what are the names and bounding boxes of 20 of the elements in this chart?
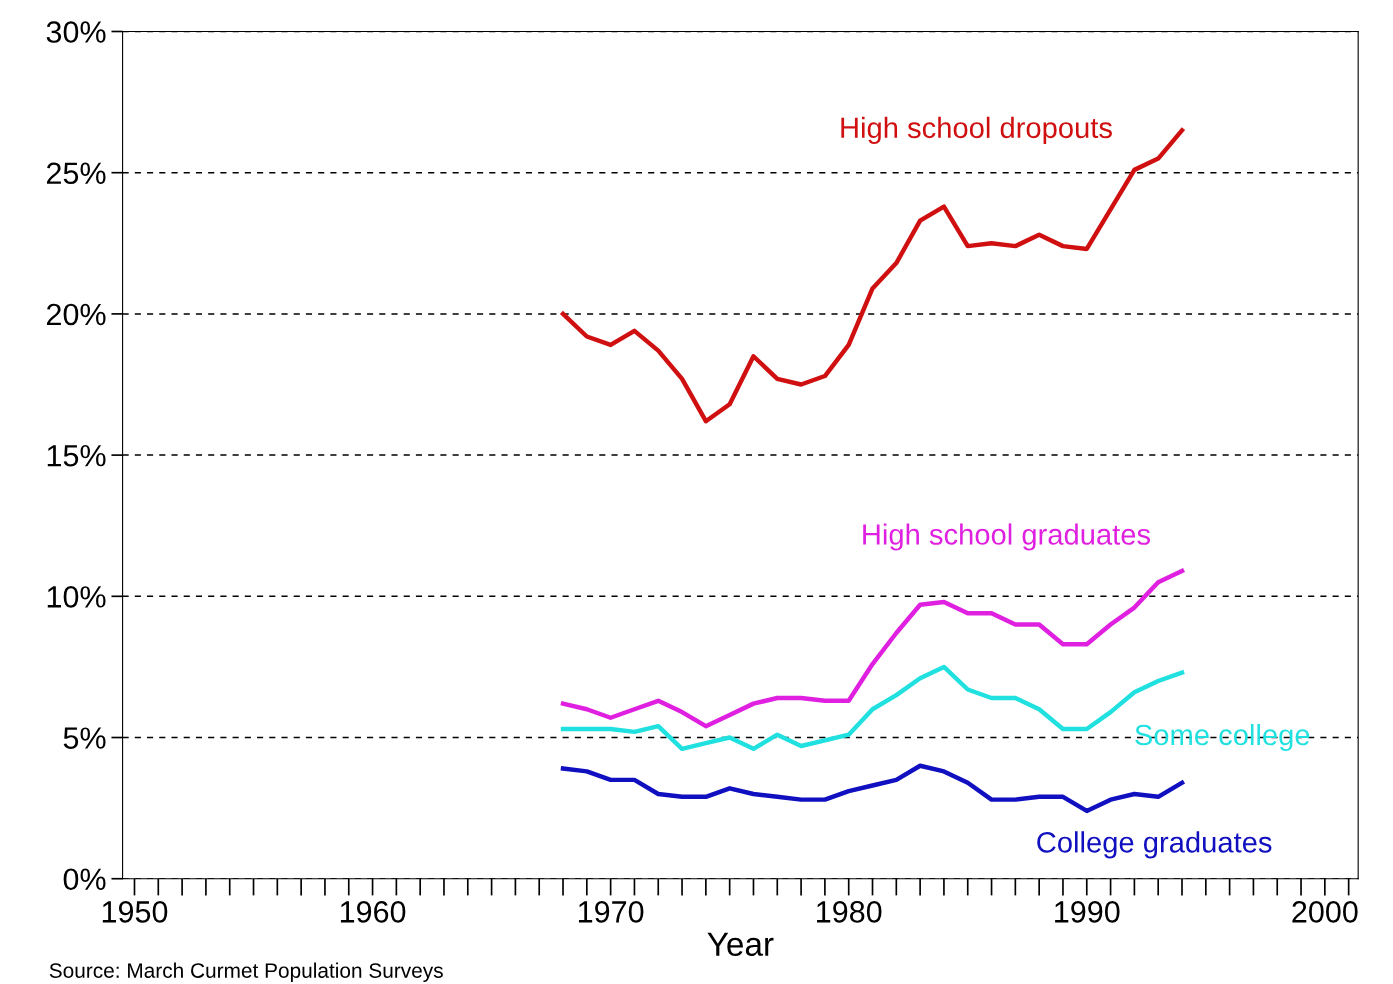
y-tick-label: 0% <box>63 868 106 891</box>
y-tick-label: 20% <box>47 303 106 326</box>
source-note: Source: March Curmet Population Surveys <box>49 962 443 983</box>
x-tick-label: 1970 <box>578 901 644 923</box>
x-axis-title: Year <box>707 932 774 956</box>
y-tick-label: 30% <box>46 21 106 43</box>
series-label: College graduates <box>1037 831 1272 859</box>
series-label: Some college <box>1135 723 1310 752</box>
y-tick-label: 25% <box>47 162 106 185</box>
y-tick-label: 5% <box>63 727 106 749</box>
y-tick-label: 10% <box>47 586 106 608</box>
x-tick-label: 2000 <box>1292 901 1358 923</box>
x-tick-label: 1990 <box>1055 901 1120 923</box>
line-series <box>560 763 1185 814</box>
series-label: High school dropouts <box>841 116 1112 144</box>
x-tick-label: 1980 <box>817 901 882 923</box>
x-tick-label: 1950 <box>102 901 168 923</box>
y-tick-label: 15% <box>47 444 106 467</box>
x-tick-label: 1960 <box>340 901 406 923</box>
series-label: High school graduates <box>863 523 1151 551</box>
